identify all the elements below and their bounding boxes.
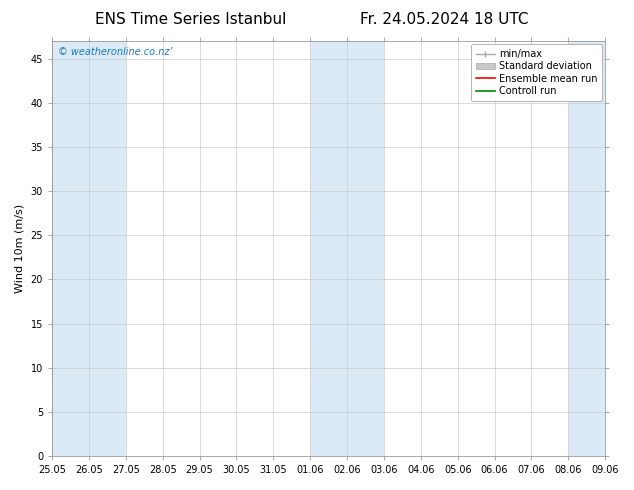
Bar [568,41,605,456]
Y-axis label: Wind 10m (m/s): Wind 10m (m/s) [15,204,25,293]
Text: ENS Time Series Istanbul: ENS Time Series Istanbul [94,12,286,27]
Bar [52,41,126,456]
Bar [310,41,384,456]
Text: © weatheronline.co.nz’: © weatheronline.co.nz’ [58,48,172,57]
Text: Fr. 24.05.2024 18 UTC: Fr. 24.05.2024 18 UTC [359,12,528,27]
Legend: min/max, Standard deviation, Ensemble mean run, Controll run: min/max, Standard deviation, Ensemble me… [471,44,602,101]
